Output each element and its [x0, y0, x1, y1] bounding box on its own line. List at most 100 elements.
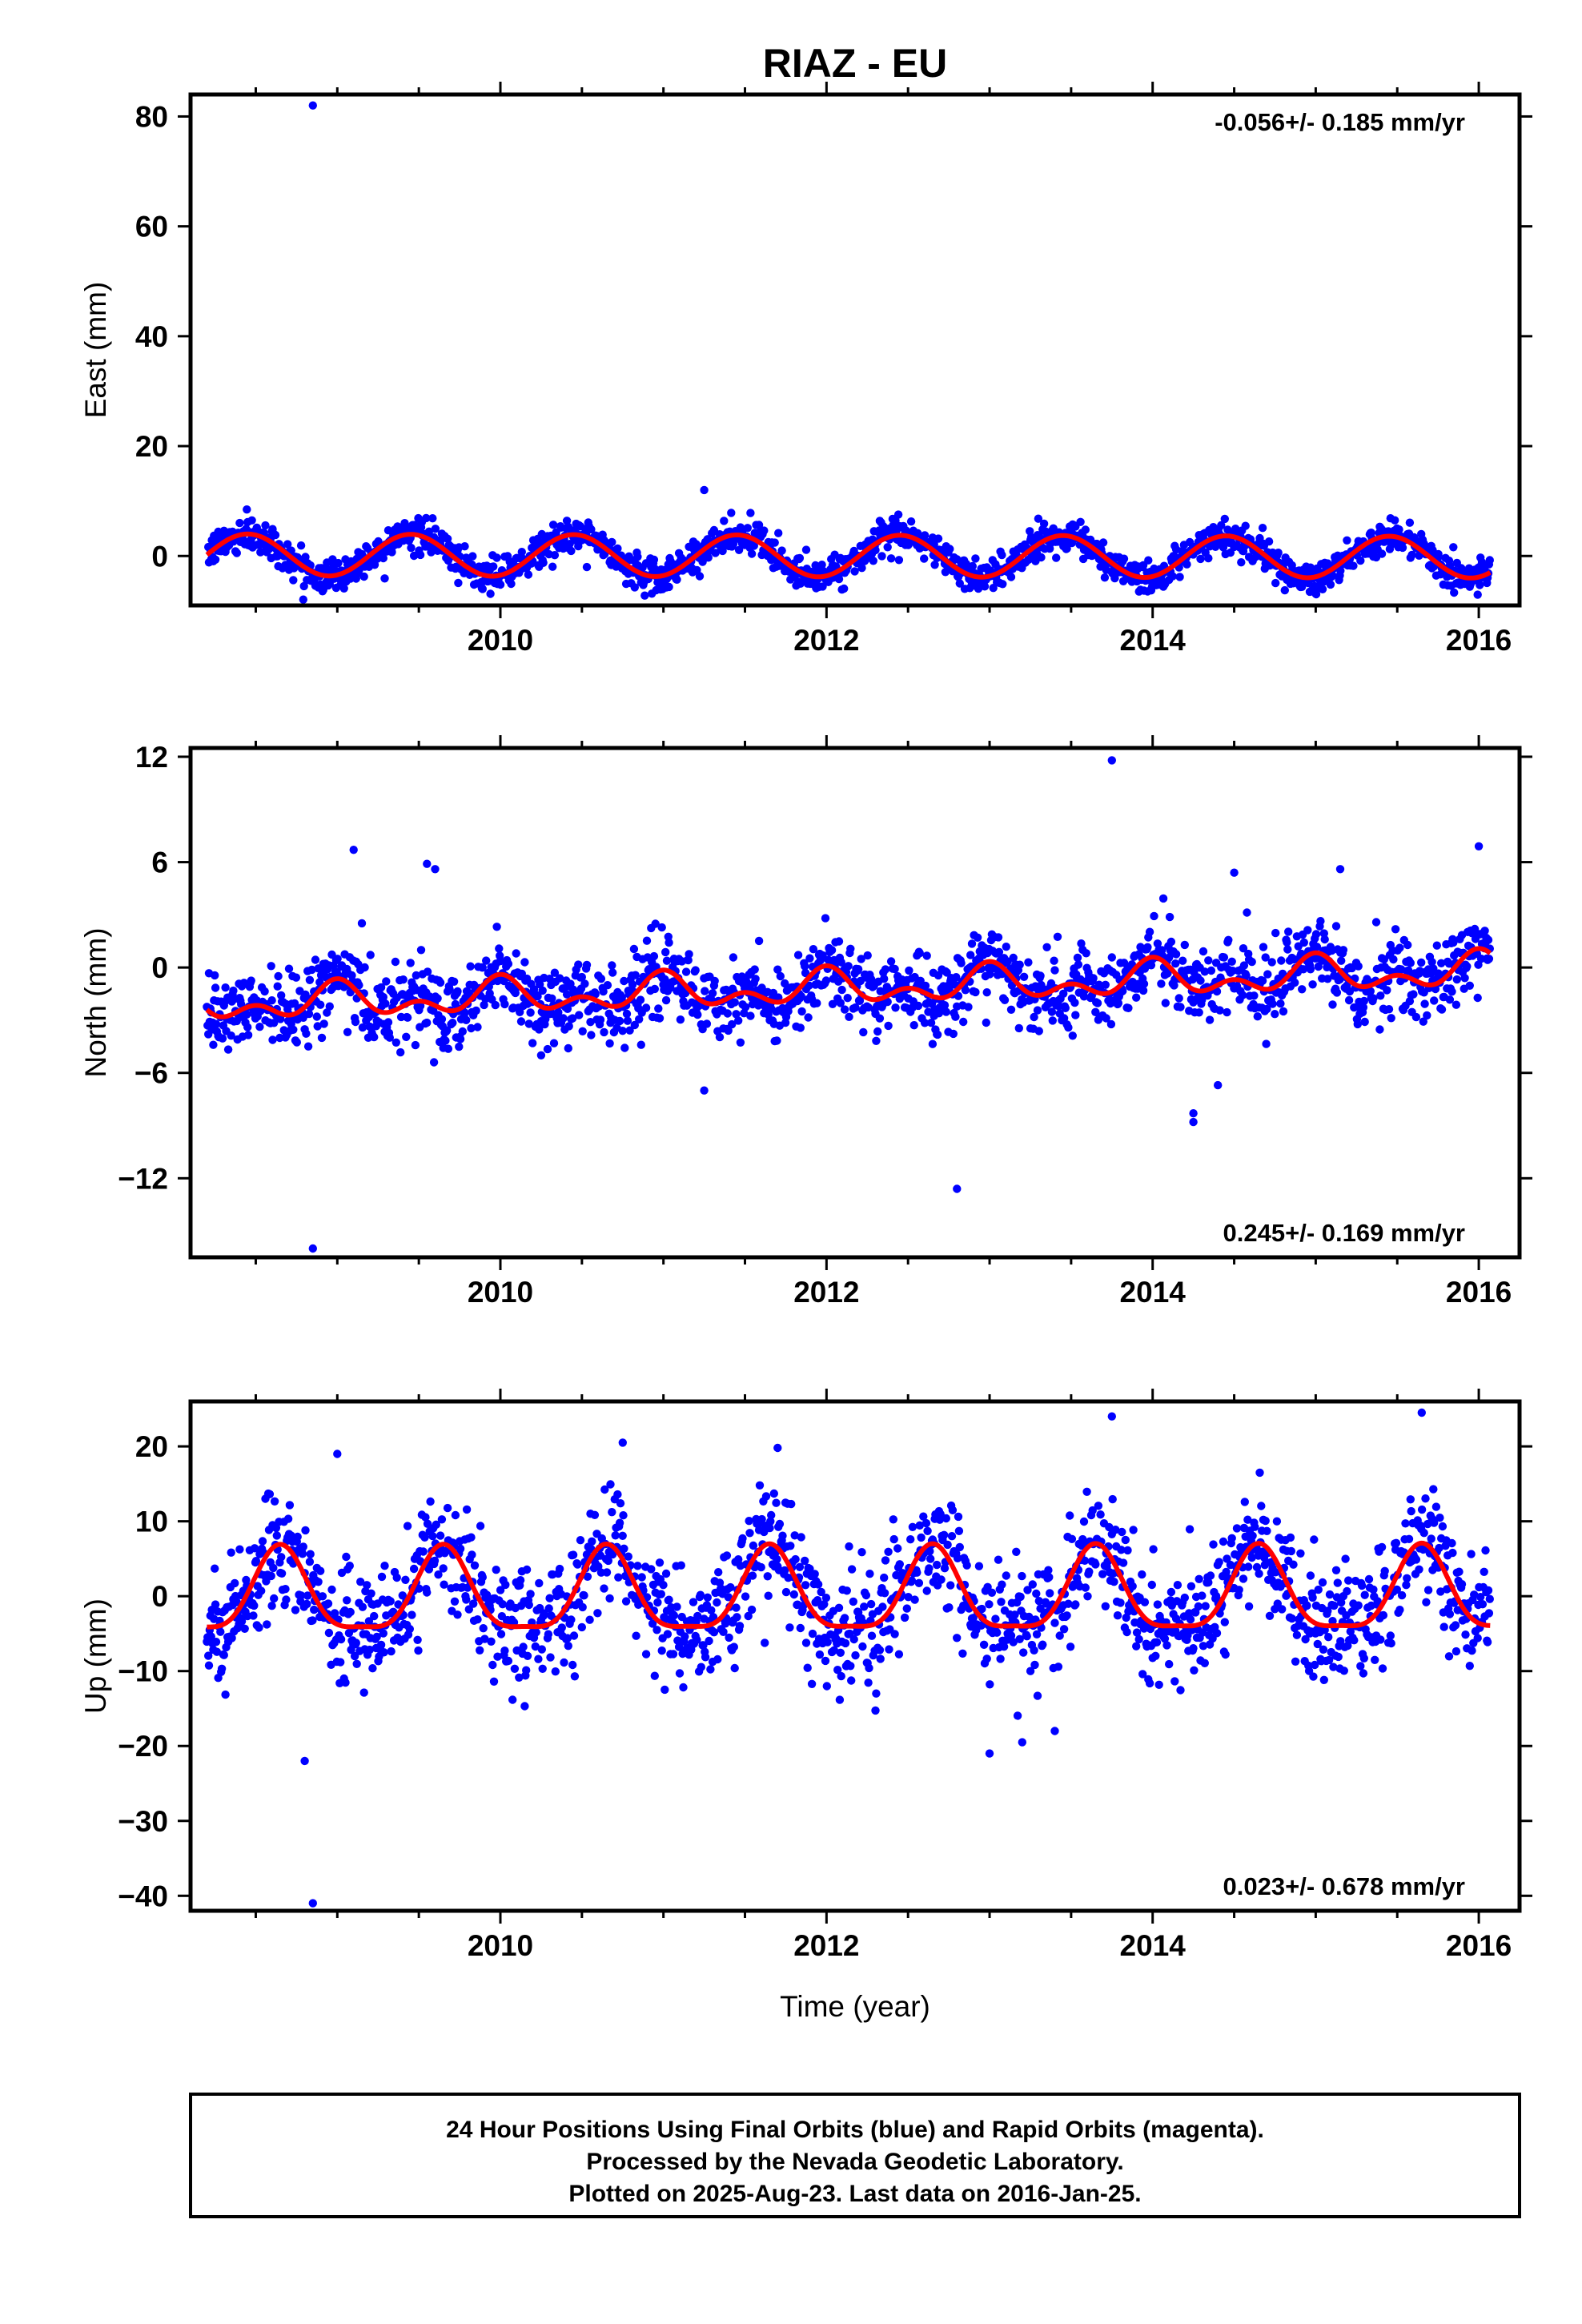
- north-point: [710, 976, 719, 986]
- up-point: [714, 1568, 723, 1577]
- north-point: [1073, 953, 1082, 963]
- north-point: [559, 1014, 568, 1023]
- north-point: [625, 1026, 634, 1035]
- up-point: [401, 1575, 410, 1585]
- north-point: [921, 981, 930, 991]
- up-point: [1194, 1602, 1203, 1611]
- north-point: [441, 1036, 450, 1045]
- east-point: [1274, 549, 1283, 557]
- north-point: [211, 983, 220, 992]
- up-point: [1034, 1597, 1044, 1606]
- north-frame: [188, 746, 1522, 1260]
- north-point: [406, 959, 415, 967]
- up-point: [632, 1631, 640, 1640]
- up-point: [865, 1663, 873, 1673]
- up-point: [211, 1638, 221, 1647]
- up-point: [318, 1592, 327, 1601]
- north-point: [1360, 1017, 1369, 1027]
- up-point: [1380, 1566, 1389, 1576]
- up-point: [473, 1615, 482, 1624]
- up-point: [293, 1532, 302, 1542]
- north-point: [734, 1016, 743, 1025]
- east-point: [729, 540, 738, 549]
- up-point: [974, 1562, 984, 1570]
- east-point: [489, 562, 498, 571]
- up-point: [557, 1623, 566, 1632]
- up-point: [1306, 1571, 1315, 1580]
- north-point: [346, 987, 355, 997]
- east-point: [1052, 553, 1061, 562]
- north-point: [828, 999, 837, 1009]
- up-point: [1030, 1660, 1039, 1670]
- up-point: [488, 1660, 497, 1670]
- up-point: [674, 1642, 684, 1651]
- north-point: [973, 933, 982, 943]
- up-point: [1118, 1527, 1126, 1537]
- north-point: [600, 1027, 608, 1037]
- north-point: [776, 971, 785, 981]
- up-point: [532, 1628, 540, 1637]
- up-point: [1101, 1602, 1110, 1611]
- east-point: [1237, 558, 1246, 567]
- north-point: [451, 999, 460, 1009]
- north-point: [416, 946, 426, 955]
- north-point: [1002, 943, 1011, 951]
- east-point: [770, 538, 779, 547]
- up-point: [993, 1628, 1002, 1637]
- north-point: [952, 973, 961, 982]
- up-point: [618, 1531, 627, 1541]
- north-point: [1409, 990, 1418, 999]
- up-point: [496, 1586, 505, 1594]
- north-point: [436, 978, 445, 987]
- north-point: [1101, 980, 1110, 990]
- north-point: [1178, 956, 1187, 965]
- up-point: [1247, 1553, 1256, 1562]
- up-point: [358, 1602, 367, 1611]
- up-point: [890, 1630, 899, 1638]
- north-point: [456, 1035, 465, 1043]
- up-point: [1038, 1640, 1047, 1649]
- north-point: [385, 1033, 394, 1042]
- north-point: [1452, 975, 1462, 984]
- east-x-tick-label: 2014: [1120, 624, 1186, 657]
- east-point: [998, 580, 1007, 589]
- up-point: [1006, 1631, 1016, 1640]
- up-point: [1391, 1538, 1401, 1548]
- north-point: [574, 960, 583, 969]
- up-point: [923, 1526, 932, 1536]
- up-point: [453, 1610, 462, 1619]
- north-point: [443, 1026, 452, 1035]
- up-point: [982, 1655, 991, 1663]
- north-point: [1212, 987, 1222, 996]
- up-point: [781, 1587, 791, 1597]
- east-point: [850, 567, 859, 576]
- north-point: [577, 972, 586, 982]
- up-point: [1373, 1597, 1382, 1606]
- north-point: [872, 1036, 881, 1046]
- north-point: [881, 965, 890, 974]
- up-point: [919, 1512, 928, 1521]
- up-point: [555, 1564, 564, 1574]
- up-point: [1128, 1582, 1137, 1591]
- up-point: [997, 1598, 1006, 1606]
- up-point: [719, 1627, 728, 1637]
- up-point: [405, 1625, 414, 1634]
- up-point: [619, 1511, 628, 1520]
- up-point: [922, 1586, 931, 1595]
- up-point: [614, 1573, 623, 1582]
- up-point: [576, 1536, 585, 1545]
- east-point: [1449, 543, 1458, 552]
- north-point: [655, 1014, 665, 1023]
- up-point: [637, 1573, 646, 1582]
- up-point: [1397, 1590, 1407, 1600]
- up-point: [785, 1623, 794, 1632]
- north-point: [520, 958, 529, 967]
- north-point: [1403, 940, 1412, 950]
- up-point: [545, 1594, 554, 1602]
- east-point: [754, 521, 764, 529]
- up-point: [1110, 1578, 1118, 1586]
- up-point: [568, 1550, 578, 1559]
- east-point: [393, 522, 402, 531]
- north-point: [1070, 998, 1079, 1007]
- up-point: [1023, 1586, 1032, 1594]
